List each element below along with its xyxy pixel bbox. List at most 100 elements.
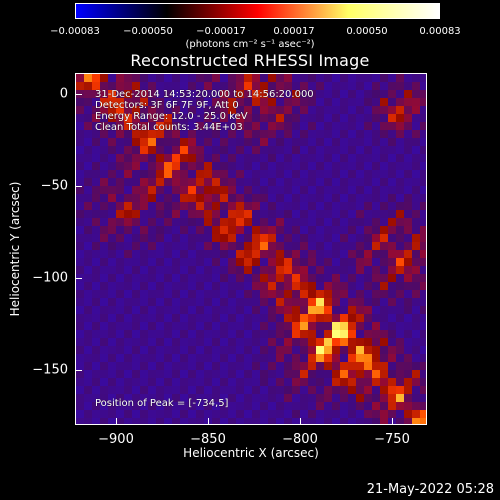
image-pixel bbox=[316, 298, 324, 306]
image-pixel bbox=[396, 394, 404, 402]
image-pixel bbox=[356, 98, 364, 106]
image-pixel bbox=[220, 242, 228, 250]
y-tick-mark bbox=[75, 94, 82, 95]
image-pixel bbox=[420, 386, 426, 394]
image-pixel bbox=[116, 314, 124, 322]
image-pixel bbox=[268, 282, 276, 290]
image-pixel bbox=[244, 290, 252, 298]
image-pixel bbox=[276, 242, 284, 250]
image-pixel bbox=[156, 322, 164, 330]
image-pixel bbox=[212, 370, 220, 378]
image-pixel bbox=[380, 378, 388, 386]
image-pixel bbox=[348, 178, 356, 186]
image-pixel bbox=[212, 82, 220, 90]
image-pixel bbox=[172, 274, 180, 282]
image-pixel bbox=[124, 154, 132, 162]
image-pixel bbox=[76, 130, 84, 138]
image-pixel bbox=[148, 378, 156, 386]
image-pixel bbox=[140, 282, 148, 290]
image-pixel bbox=[132, 354, 140, 362]
image-pixel bbox=[348, 266, 356, 274]
image-pixel bbox=[404, 90, 412, 98]
image-pixel bbox=[396, 146, 404, 154]
image-pixel bbox=[420, 218, 426, 226]
image-pixel bbox=[236, 186, 244, 194]
image-pixel bbox=[292, 354, 300, 362]
image-pixel bbox=[236, 250, 244, 258]
image-pixel bbox=[116, 146, 124, 154]
image-pixel bbox=[188, 226, 196, 234]
image-pixel bbox=[356, 170, 364, 178]
image-pixel bbox=[76, 290, 84, 298]
image-pixel bbox=[420, 242, 426, 250]
image-pixel bbox=[404, 258, 412, 266]
image-pixel bbox=[84, 162, 92, 170]
image-pixel bbox=[172, 114, 180, 122]
image-pixel bbox=[212, 106, 220, 114]
image-pixel bbox=[412, 378, 420, 386]
image-pixel bbox=[332, 178, 340, 186]
image-pixel bbox=[324, 202, 332, 210]
image-pixel bbox=[420, 410, 426, 418]
image-pixel bbox=[364, 402, 372, 410]
image-pixel bbox=[372, 314, 380, 322]
image-pixel bbox=[388, 122, 396, 130]
image-pixel bbox=[300, 194, 308, 202]
image-pixel bbox=[228, 266, 236, 274]
image-pixel bbox=[292, 162, 300, 170]
image-pixel bbox=[188, 82, 196, 90]
image-pixel bbox=[316, 330, 324, 338]
image-pixel bbox=[284, 202, 292, 210]
image-pixel bbox=[140, 74, 148, 82]
image-pixel bbox=[108, 258, 116, 266]
image-pixel bbox=[268, 98, 276, 106]
image-pixel bbox=[164, 114, 172, 122]
image-pixel bbox=[148, 322, 156, 330]
image-pixel bbox=[260, 194, 268, 202]
image-pixel bbox=[212, 402, 220, 410]
image-pixel bbox=[244, 330, 252, 338]
image-pixel bbox=[100, 226, 108, 234]
image-pixel bbox=[92, 226, 100, 234]
image-pixel bbox=[364, 346, 372, 354]
image-pixel bbox=[324, 194, 332, 202]
image-pixel bbox=[300, 298, 308, 306]
image-pixel bbox=[284, 218, 292, 226]
image-pixel bbox=[300, 346, 308, 354]
image-pixel bbox=[204, 202, 212, 210]
image-pixel bbox=[124, 234, 132, 242]
image-pixel bbox=[276, 106, 284, 114]
image-pixel bbox=[164, 306, 172, 314]
image-pixel bbox=[132, 258, 140, 266]
image-pixel bbox=[172, 346, 180, 354]
image-pixel bbox=[252, 106, 260, 114]
image-pixel bbox=[116, 186, 124, 194]
image-pixel bbox=[308, 98, 316, 106]
image-pixel bbox=[380, 130, 388, 138]
image-pixel bbox=[268, 186, 276, 194]
image-pixel bbox=[108, 82, 116, 90]
image-pixel bbox=[140, 130, 148, 138]
image-pixel bbox=[244, 234, 252, 242]
image-pixel bbox=[92, 138, 100, 146]
image-pixel bbox=[188, 170, 196, 178]
image-pixel bbox=[212, 298, 220, 306]
image-pixel bbox=[332, 122, 340, 130]
image-pixel bbox=[260, 178, 268, 186]
image-pixel bbox=[364, 218, 372, 226]
image-pixel bbox=[252, 234, 260, 242]
image-pixel bbox=[204, 82, 212, 90]
image-pixel bbox=[156, 314, 164, 322]
image-pixel bbox=[276, 386, 284, 394]
image-pixel bbox=[204, 338, 212, 346]
image-pixel bbox=[356, 202, 364, 210]
image-pixel bbox=[180, 154, 188, 162]
image-pixel bbox=[244, 186, 252, 194]
image-pixel bbox=[332, 82, 340, 90]
image-pixel bbox=[396, 210, 404, 218]
image-pixel bbox=[164, 290, 172, 298]
image-pixel bbox=[276, 378, 284, 386]
image-pixel bbox=[276, 258, 284, 266]
image-pixel bbox=[332, 162, 340, 170]
image-pixel bbox=[332, 290, 340, 298]
